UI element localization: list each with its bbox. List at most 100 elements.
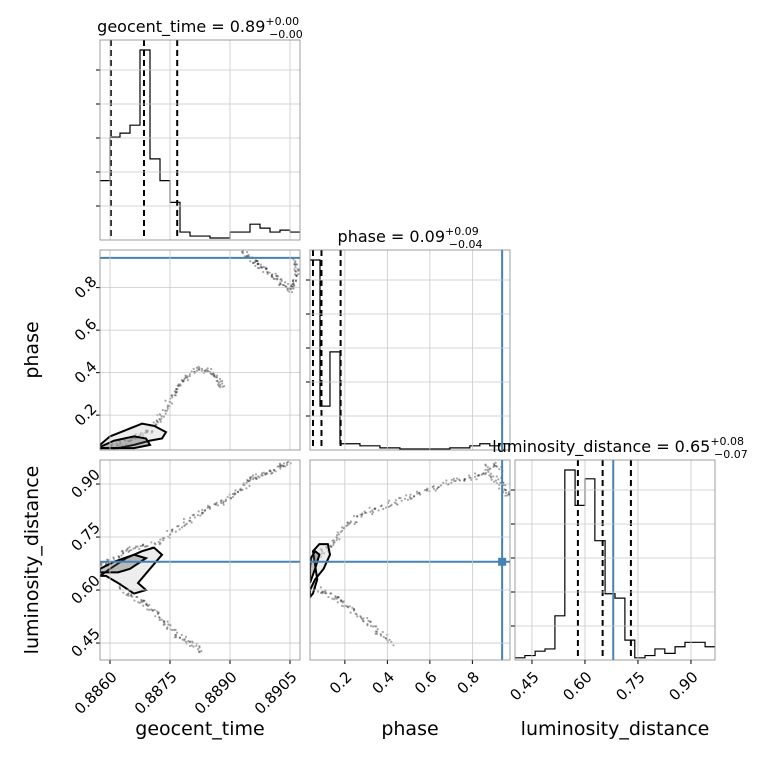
sample-point-a [505, 488, 508, 492]
sample-point-c [165, 627, 169, 630]
sample-point-a [216, 379, 219, 382]
sample-point-a [332, 541, 335, 544]
sample-point-a [204, 370, 207, 373]
sample-point-a [121, 550, 124, 553]
sample-point-a [258, 476, 261, 479]
sample-point-b [290, 291, 294, 294]
sample-point-a [248, 484, 251, 488]
sample-point-c [345, 604, 348, 608]
sample-point-a [260, 474, 263, 477]
sample-point-a [450, 478, 453, 481]
sample-point-a [154, 543, 157, 546]
sample-point-a [176, 525, 179, 528]
sample-point-c [158, 618, 161, 622]
sample-point-c [369, 624, 373, 627]
sample-point-a [463, 478, 466, 481]
title-label: luminosity_distance = 0.65 [492, 437, 710, 457]
sample-point-a [195, 369, 199, 372]
sample-point-a [454, 479, 457, 483]
sample-point-c [181, 638, 184, 641]
sample-point-a [247, 479, 250, 482]
sample-point-c [321, 590, 324, 593]
sample-point-c [373, 625, 376, 628]
sample-point-a [408, 496, 412, 499]
sample-point-a [363, 510, 366, 513]
y-tick-label: 0.4 [71, 357, 101, 387]
sample-point-a [223, 385, 226, 388]
sample-point-a [249, 477, 252, 480]
y-axis-label-luminosity_distance: luminosity_distance [21, 466, 43, 655]
x-axis-label-geocent_time: geocent_time [135, 718, 264, 740]
sample-point-a [197, 510, 200, 513]
sample-point-a [203, 509, 206, 512]
sample-point-b [297, 269, 300, 272]
sample-point-a [475, 478, 478, 481]
sample-point-b [274, 272, 277, 275]
sample-point-a [100, 563, 103, 566]
sample-point-a [166, 529, 169, 533]
sample-point-c [151, 609, 154, 612]
sample-point-a [453, 479, 456, 483]
sample-point-c [385, 637, 388, 640]
sample-point-c [133, 599, 136, 602]
sample-point-c [337, 596, 340, 599]
sample-point-a [208, 506, 211, 509]
sample-point-a [160, 415, 163, 418]
sample-point-c [184, 635, 188, 638]
sample-point-b [241, 252, 245, 255]
sample-point-c [178, 636, 181, 639]
sample-point-a [373, 507, 376, 511]
sample-point-a [504, 489, 507, 492]
sample-point-a [160, 417, 163, 420]
sample-point-a [191, 514, 194, 517]
sample-point-a [468, 474, 471, 477]
sample-point-a [112, 556, 115, 559]
sample-point-c [381, 630, 384, 634]
sample-point-a [418, 491, 421, 494]
sample-point-a [492, 462, 495, 466]
sample-point-a [458, 479, 462, 482]
sample-point-a [174, 394, 177, 397]
sample-point-b [275, 274, 278, 278]
sample-point-c [316, 590, 320, 593]
sample-point-c [192, 645, 195, 648]
contour-1 [100, 435, 152, 450]
title-plus: +0.08 [710, 435, 744, 448]
title-label: geocent_time = 0.89 [97, 17, 265, 37]
sample-point-b [279, 282, 282, 286]
sample-point-a [478, 474, 481, 477]
sample-point-b [279, 278, 282, 281]
sample-point-a [412, 495, 416, 498]
sample-point-a [184, 374, 187, 377]
sample-point-a [371, 513, 374, 516]
sample-point-a [251, 474, 255, 477]
sample-point-c [191, 640, 194, 643]
sample-point-a [218, 377, 222, 380]
sample-point-a [231, 492, 235, 496]
sample-point-c [361, 619, 365, 622]
sample-point-a [504, 494, 507, 497]
sample-point-a [177, 383, 180, 386]
sample-point-c [331, 597, 334, 600]
sample-point-a [488, 468, 491, 471]
sample-point-a [254, 473, 258, 476]
grid-2-2 [515, 460, 715, 660]
sample-point-b [252, 262, 255, 265]
sample-point-a [125, 549, 128, 552]
sample-point-a [177, 525, 180, 528]
sample-point-b [281, 283, 284, 287]
sample-point-a [201, 508, 204, 511]
sample-point-b [290, 283, 293, 286]
sample-point-a [182, 521, 185, 524]
sample-point-a [159, 542, 162, 545]
sample-point-b [249, 260, 252, 263]
scatter-panel-geocent_time-luminosity_distance [100, 460, 300, 654]
sample-point-a [379, 505, 383, 508]
sample-point-a [505, 491, 508, 494]
x-tick-label: 0.6 [411, 668, 441, 698]
sample-point-a [284, 465, 287, 468]
sample-point-a [382, 507, 385, 511]
sample-point-a [164, 409, 167, 412]
sample-point-b [254, 259, 257, 262]
sample-point-a [463, 479, 466, 482]
